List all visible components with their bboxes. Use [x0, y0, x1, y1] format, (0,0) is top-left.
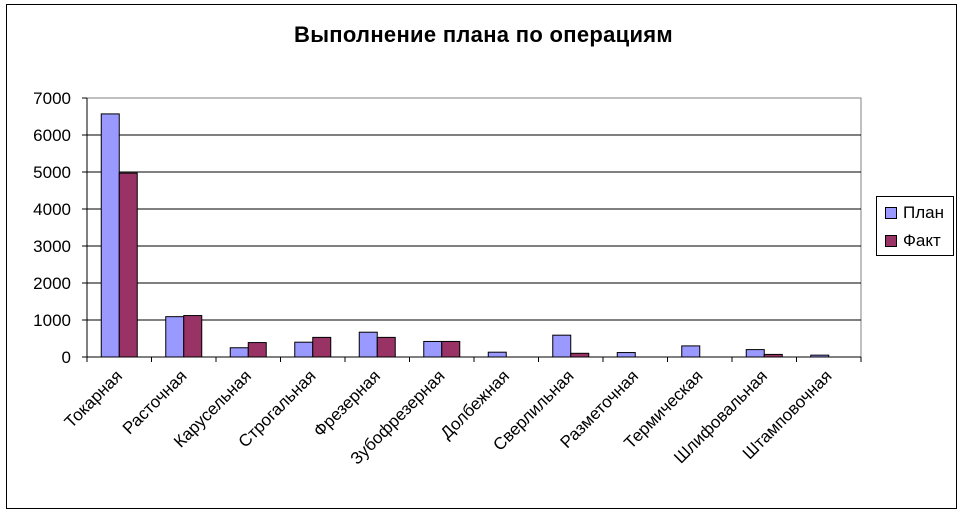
chart-title: Выполнение плана по операциям [294, 22, 673, 47]
y-tick-label: 6000 [33, 126, 71, 145]
bar-plan [100, 113, 120, 358]
legend-label-fact: Факт [903, 231, 941, 250]
legend-item-plan: План [885, 203, 944, 223]
bar-plan [616, 352, 636, 358]
bar-fact [247, 342, 267, 358]
bar-plan [358, 331, 378, 358]
y-tick-label: 3000 [33, 237, 71, 256]
bar-fact [183, 315, 203, 358]
bar-fact [570, 352, 590, 358]
legend-swatch-fact [885, 235, 897, 247]
bar-plan [745, 349, 765, 358]
bar-fact [763, 353, 783, 358]
bar-plan [810, 354, 830, 358]
y-tick-label: 7000 [33, 89, 71, 108]
bar-plan [294, 341, 314, 358]
bar-plan [681, 345, 701, 358]
bar-fact [376, 336, 396, 358]
legend: План Факт [876, 196, 954, 256]
y-tick-label: 1000 [33, 311, 71, 330]
legend-label-plan: План [903, 203, 944, 222]
x-tick-label: Токарная [61, 366, 126, 431]
bar-fact [118, 172, 138, 358]
bar-plan [487, 351, 507, 358]
legend-item-fact: Факт [885, 231, 941, 251]
bar-plan [165, 316, 185, 358]
bar-plan [552, 334, 572, 358]
y-tick-label: 4000 [33, 200, 71, 219]
bar-plan [229, 347, 249, 358]
y-tick-label: 0 [62, 348, 71, 367]
bar-fact [441, 340, 461, 358]
y-tick-label: 5000 [33, 163, 71, 182]
legend-swatch-plan [885, 207, 897, 219]
plot-area [86, 97, 862, 358]
bar-fact [312, 336, 332, 358]
y-tick-label: 2000 [33, 274, 71, 293]
bar-plan [423, 340, 443, 358]
